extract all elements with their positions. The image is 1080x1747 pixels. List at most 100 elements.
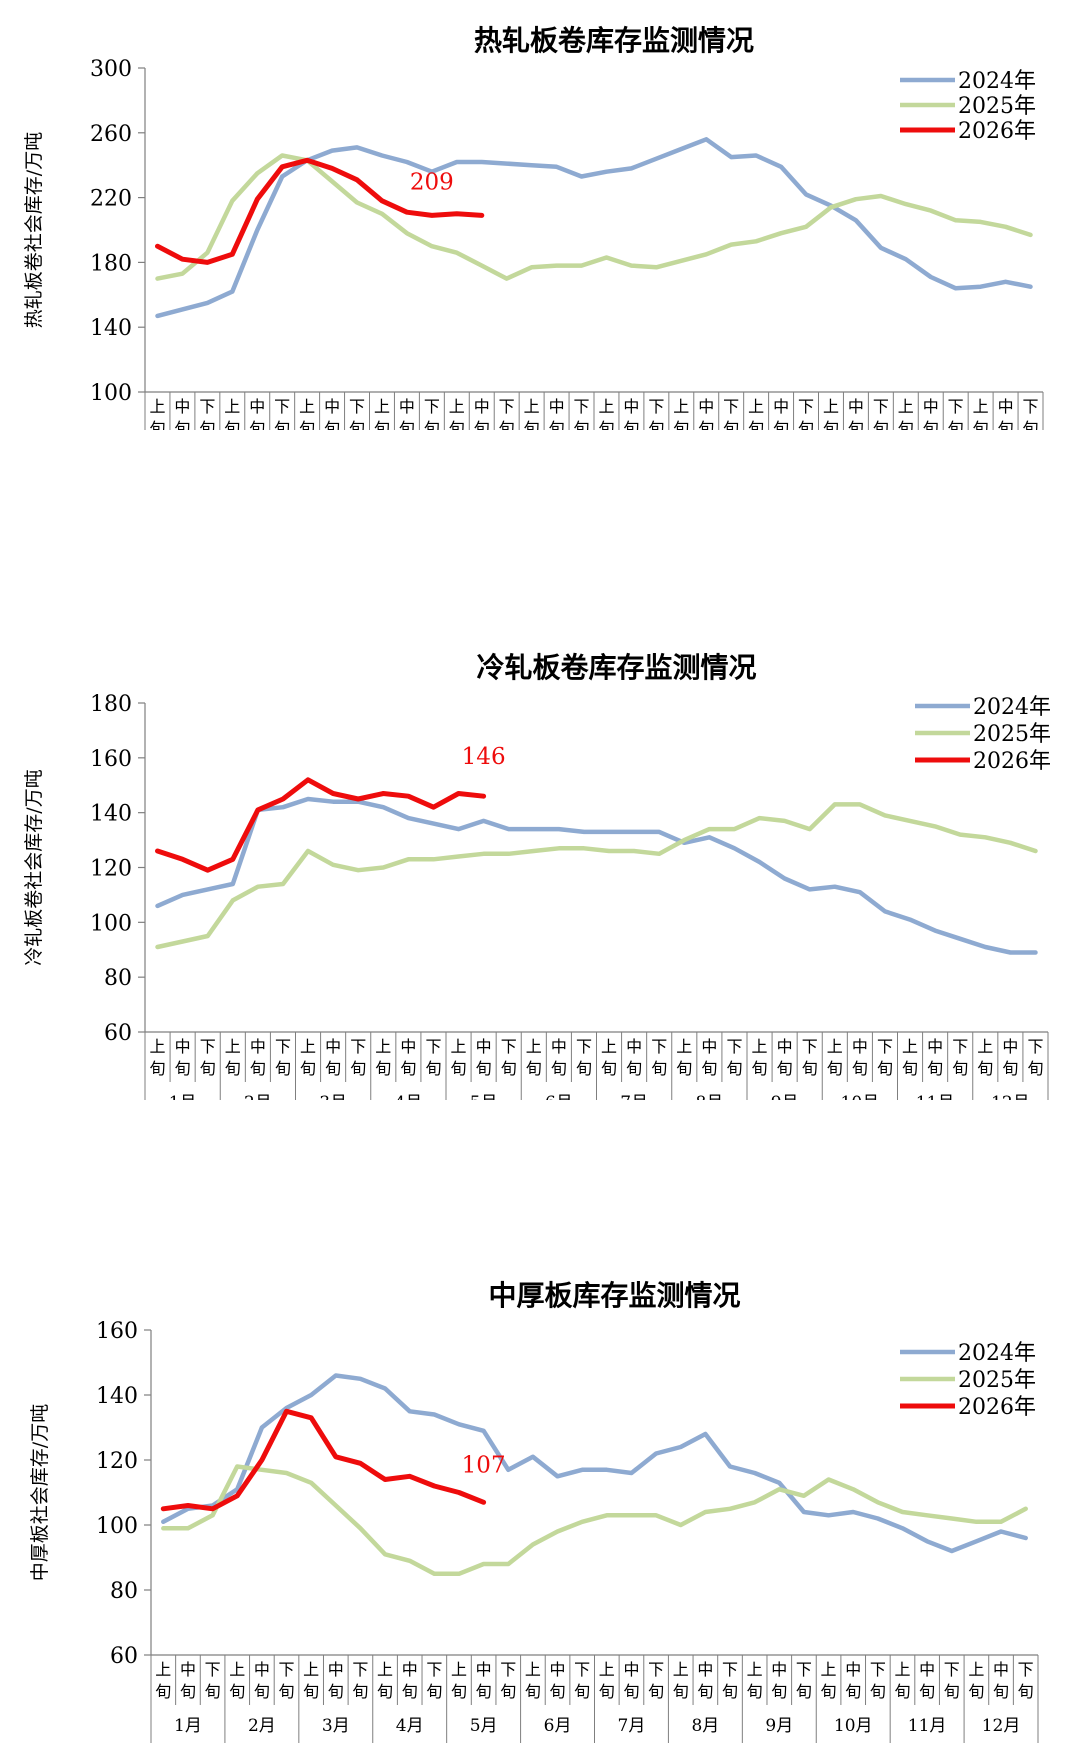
plate-x-decade-label: 上 (821, 1660, 837, 1679)
cold-x-decade-label: 旬 (551, 1059, 567, 1078)
cold-x-decade-label: 旬 (601, 1059, 617, 1078)
plate-x-month-label: 10月 (834, 1716, 873, 1736)
plate-x-decade-label: 旬 (623, 1682, 639, 1701)
hot-legend-label-2024: 2024年 (958, 69, 1036, 94)
plate-chart-title: 中厚板库存监测情况 (488, 1279, 740, 1312)
cold-x-decade-label: 旬 (726, 1059, 742, 1078)
plate-x-decade-label: 旬 (550, 1682, 566, 1701)
hot-x-decade-label: 旬 (798, 419, 814, 430)
plate-x-month-label: 8月 (691, 1716, 719, 1736)
plate-x-month-label: 2月 (248, 1716, 276, 1736)
hot-y-tick-label: 260 (90, 122, 132, 147)
plate-x-decade-label: 中 (180, 1660, 196, 1679)
plate-x-decade-label: 中 (476, 1660, 492, 1679)
plate-x-decade-label: 上 (673, 1660, 689, 1679)
hot-x-decade-label: 旬 (973, 419, 989, 430)
cold-x-month-label: 12月 (991, 1093, 1030, 1100)
cold-x-axis: 上旬中旬下旬上旬中旬下旬上旬中旬下旬上旬中旬下旬上旬中旬下旬上旬中旬下旬上旬中旬… (144, 1031, 1049, 1120)
hot-x-decade-label: 中 (998, 397, 1014, 416)
plate-x-decade-label: 旬 (993, 1682, 1009, 1701)
cold-x-decade-label: 下 (877, 1037, 893, 1056)
plate-x-decade-label: 中 (623, 1660, 639, 1679)
hot-x-axis: 上旬中旬下旬上旬中旬下旬上旬中旬下旬上旬中旬下旬上旬中旬下旬上旬中旬下旬上旬中旬… (144, 391, 1044, 480)
cold-x-month-label: 1月 (169, 1093, 197, 1100)
cold-x-decade-label: 旬 (400, 1059, 416, 1078)
hot-x-decade-label: 旬 (249, 419, 265, 430)
hot-x-decade-label: 上 (149, 397, 165, 416)
cold-x-decade-label: 中 (250, 1037, 266, 1056)
plate-x-decade-label: 旬 (796, 1682, 812, 1701)
cold-x-decade-label: 旬 (375, 1059, 391, 1078)
medium-plate-chart: 中厚板库存监测情况 中厚板社会库存/万吨 60 80 100 120 140 160 上旬中旬下… (0, 1270, 1080, 1743)
plate-y-tick-label: 120 (96, 1449, 138, 1474)
plate-x-decade-label: 旬 (673, 1682, 689, 1701)
hot-x-decade-label: 上 (374, 397, 390, 416)
hot-x-decade-label: 旬 (499, 419, 515, 430)
cold-x-decade-label: 上 (150, 1037, 166, 1056)
cold-x-decade-label: 下 (576, 1037, 592, 1056)
cold-x-decade-label: 旬 (651, 1059, 667, 1078)
plate-x-decade-label: 上 (747, 1660, 763, 1679)
cold-x-decade-label: 下 (350, 1037, 366, 1056)
cold-x-month-label: 9月 (771, 1093, 799, 1100)
hot-x-decade-label: 下 (648, 397, 664, 416)
cold-y-tick-label: 80 (104, 966, 132, 991)
plate-x-decade-label: 下 (500, 1660, 516, 1679)
hot-x-decade-label: 旬 (374, 419, 390, 430)
cold-y-tick-label: 120 (90, 857, 132, 882)
plate-x-decade-label: 上 (599, 1660, 615, 1679)
hot-x-decade-label: 旬 (574, 419, 590, 430)
hot-x-decade-label: 旬 (449, 419, 465, 430)
cold-x-decade-label: 旬 (852, 1059, 868, 1078)
plate-x-decade-label: 下 (648, 1660, 664, 1679)
plate-x-decade-label: 中 (697, 1660, 713, 1679)
hot-x-decade-label: 上 (299, 397, 315, 416)
hot-x-decade-label: 旬 (648, 419, 664, 430)
hot-x-decade-label: 旬 (199, 419, 215, 430)
hot-x-decade-label: 旬 (174, 419, 190, 430)
hot-y-axis-label: 热轧板卷社会库存/万吨 (23, 132, 45, 328)
plate-x-decade-label: 上 (525, 1660, 541, 1679)
cold-x-decade-label: 上 (827, 1037, 843, 1056)
plate-x-decade-label: 旬 (155, 1682, 171, 1701)
plate-legend-label-2026: 2026年 (958, 1395, 1036, 1420)
plate-x-decade-label: 下 (279, 1660, 295, 1679)
plate-y-tick-label: 60 (110, 1644, 138, 1669)
plate-x-decade-label: 旬 (648, 1682, 664, 1701)
plate-x-decade-label: 上 (451, 1660, 467, 1679)
hot-x-decade-label: 下 (424, 397, 440, 416)
plate-x-decade-label: 上 (894, 1660, 910, 1679)
hot-x-decade-label: 中 (623, 397, 639, 416)
cold-x-decade-label: 中 (777, 1037, 793, 1056)
plate-x-decade-label: 中 (845, 1660, 861, 1679)
cold-x-decade-label: 下 (651, 1037, 667, 1056)
plate-x-decade-label: 旬 (821, 1682, 837, 1701)
cold-x-month-label: 7月 (620, 1093, 648, 1100)
cold-series-2025-line (155, 802, 1038, 950)
cold-x-decade-label: 上 (375, 1037, 391, 1056)
hot-x-decade-label: 上 (224, 397, 240, 416)
plate-y-tick-label: 160 (96, 1319, 138, 1344)
cold-x-decade-label: 旬 (1027, 1059, 1043, 1078)
cold-series-2024-line (155, 796, 1038, 955)
plate-x-decade-label: 上 (377, 1660, 393, 1679)
plate-x-decade-label: 中 (550, 1660, 566, 1679)
hot-x-decade-label: 旬 (948, 419, 964, 430)
cold-x-decade-label: 上 (526, 1037, 542, 1056)
plate-x-month-label: 11月 (908, 1716, 947, 1736)
cold-x-decade-label: 上 (752, 1037, 768, 1056)
cold-y-tick-label: 160 (90, 747, 132, 772)
cold-x-decade-label: 旬 (225, 1059, 241, 1078)
hot-x-decade-label: 上 (823, 397, 839, 416)
cold-x-decade-label: 旬 (576, 1059, 592, 1078)
hot-x-decade-label: 下 (274, 397, 290, 416)
plate-x-decade-label: 旬 (771, 1682, 787, 1701)
hot-x-decade-label: 旬 (349, 419, 365, 430)
cold-x-month-label: 2月 (244, 1093, 272, 1100)
cold-x-decade-label: 中 (626, 1037, 642, 1056)
plate-x-axis: 上旬中旬下旬上旬中旬下旬上旬中旬下旬上旬中旬下旬上旬中旬下旬上旬中旬下旬上旬中旬… (150, 1654, 1039, 1743)
cold-x-month-label: 8月 (695, 1093, 723, 1100)
